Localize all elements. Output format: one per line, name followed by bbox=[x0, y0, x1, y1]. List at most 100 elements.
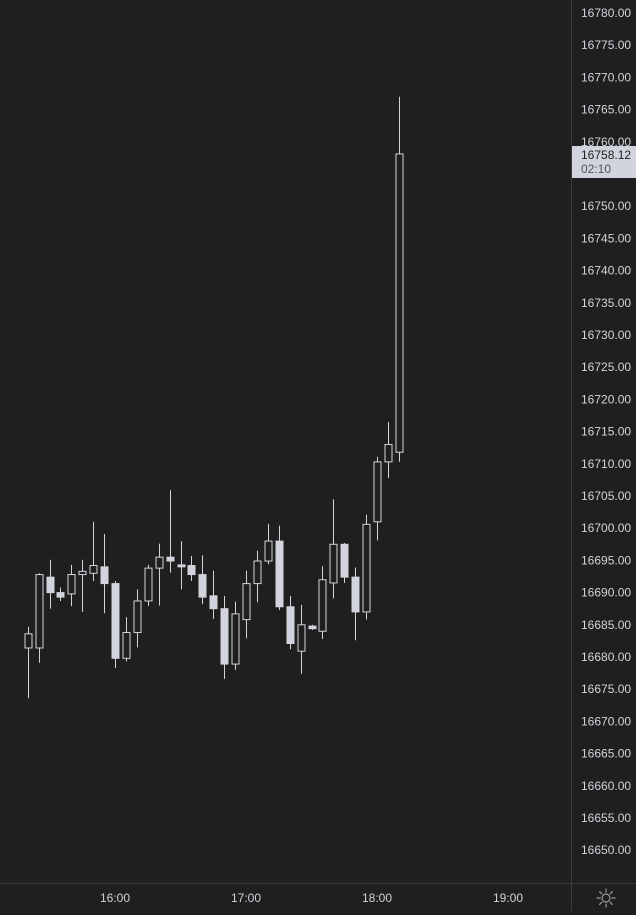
candle bbox=[35, 573, 44, 663]
candle bbox=[220, 595, 229, 679]
candle-body bbox=[100, 566, 109, 585]
candle-body bbox=[308, 625, 317, 630]
candle bbox=[78, 559, 87, 612]
y-tick-label: 16695.00 bbox=[581, 553, 631, 567]
candle bbox=[144, 564, 153, 607]
y-tick-label: 16760.00 bbox=[581, 135, 631, 149]
candle bbox=[275, 525, 284, 610]
y-tick-label: 16680.00 bbox=[581, 650, 631, 664]
candle bbox=[286, 595, 295, 650]
candle-body bbox=[318, 579, 327, 632]
candle-body bbox=[231, 613, 240, 665]
candle-body bbox=[384, 443, 393, 463]
y-tick-label: 16690.00 bbox=[581, 586, 631, 600]
y-tick-label: 16730.00 bbox=[581, 328, 631, 342]
candle-body bbox=[340, 543, 349, 578]
candle bbox=[187, 555, 196, 582]
candle-body bbox=[133, 600, 142, 634]
x-tick-label: 18:00 bbox=[362, 891, 392, 905]
x-tick-label: 17:00 bbox=[231, 891, 261, 905]
time-axis[interactable]: 16:00 17:00 18:00 19:00 bbox=[100, 891, 523, 905]
candle bbox=[362, 514, 371, 620]
candle-body bbox=[187, 565, 196, 576]
candle-body bbox=[177, 564, 186, 568]
candle bbox=[264, 523, 273, 565]
candle bbox=[231, 601, 240, 670]
y-tick-label: 16685.00 bbox=[581, 618, 631, 632]
candle-body bbox=[144, 567, 153, 602]
y-tick-label: 16745.00 bbox=[581, 231, 631, 245]
candle-body bbox=[209, 595, 218, 610]
y-tick-label: 16770.00 bbox=[581, 70, 631, 84]
candle bbox=[133, 589, 142, 648]
candle-body bbox=[286, 606, 295, 644]
candle bbox=[318, 566, 327, 639]
candle bbox=[24, 626, 33, 699]
candle-body bbox=[242, 583, 251, 621]
y-tick-label: 16735.00 bbox=[581, 296, 631, 310]
candle-body bbox=[78, 570, 87, 576]
y-tick-label: 16715.00 bbox=[581, 425, 631, 439]
candle bbox=[329, 499, 338, 599]
y-tick-label: 16705.00 bbox=[581, 489, 631, 503]
y-tick-label: 16740.00 bbox=[581, 264, 631, 278]
y-tick-label: 16780.00 bbox=[581, 6, 631, 20]
candle-body bbox=[275, 540, 284, 608]
y-tick-label: 16650.00 bbox=[581, 843, 631, 857]
candle-body bbox=[329, 543, 338, 584]
y-tick-label: 16655.00 bbox=[581, 811, 631, 825]
last-price-label: 16758.12 02:10 bbox=[572, 146, 636, 178]
candle bbox=[56, 587, 65, 601]
candle bbox=[111, 581, 120, 668]
candle-body bbox=[166, 556, 175, 562]
y-tick-label: 16675.00 bbox=[581, 682, 631, 696]
candle-body bbox=[297, 624, 306, 652]
candle bbox=[209, 570, 218, 620]
candle bbox=[46, 559, 55, 609]
gear-icon[interactable] bbox=[594, 886, 618, 910]
candle bbox=[198, 555, 207, 605]
candle bbox=[100, 533, 109, 614]
candle-body bbox=[122, 632, 131, 659]
bar-countdown: 02:10 bbox=[581, 162, 612, 176]
candles-layer bbox=[24, 96, 404, 699]
candle bbox=[166, 490, 175, 573]
candle-body bbox=[198, 574, 207, 598]
candle bbox=[89, 521, 98, 582]
candle bbox=[297, 604, 306, 674]
candle bbox=[67, 564, 76, 607]
candle-body bbox=[351, 576, 360, 613]
candle-body bbox=[56, 592, 65, 598]
last-price-value: 16758.12 bbox=[581, 148, 632, 162]
price-axis[interactable]: 16780.00 16775.00 16770.00 16765.00 16760.00… bbox=[581, 6, 631, 857]
candle bbox=[395, 96, 404, 462]
candle-body bbox=[46, 576, 55, 594]
candle-body bbox=[35, 574, 44, 649]
candle-body bbox=[362, 523, 371, 613]
candle bbox=[242, 570, 251, 639]
candle bbox=[351, 567, 360, 641]
candle-body bbox=[89, 565, 98, 574]
y-tick-label: 16670.00 bbox=[581, 714, 631, 728]
candle bbox=[122, 617, 131, 662]
candle-body bbox=[373, 461, 382, 523]
y-tick-label: 16725.00 bbox=[581, 360, 631, 374]
candle-body bbox=[111, 583, 120, 659]
candle bbox=[373, 456, 382, 541]
x-tick-label: 19:00 bbox=[493, 891, 523, 905]
candle-body bbox=[220, 608, 229, 665]
y-tick-label: 16710.00 bbox=[581, 457, 631, 471]
y-tick-label: 16665.00 bbox=[581, 747, 631, 761]
y-tick-label: 16700.00 bbox=[581, 521, 631, 535]
y-tick-label: 16775.00 bbox=[581, 38, 631, 52]
candle-body bbox=[395, 153, 404, 453]
candle-body bbox=[155, 556, 164, 569]
candle-body bbox=[264, 540, 273, 562]
candle bbox=[384, 421, 393, 478]
candle-body bbox=[24, 633, 33, 649]
x-tick-label: 16:00 bbox=[100, 891, 130, 905]
candle bbox=[253, 550, 262, 603]
candle-body bbox=[67, 574, 76, 595]
candle bbox=[340, 543, 349, 583]
